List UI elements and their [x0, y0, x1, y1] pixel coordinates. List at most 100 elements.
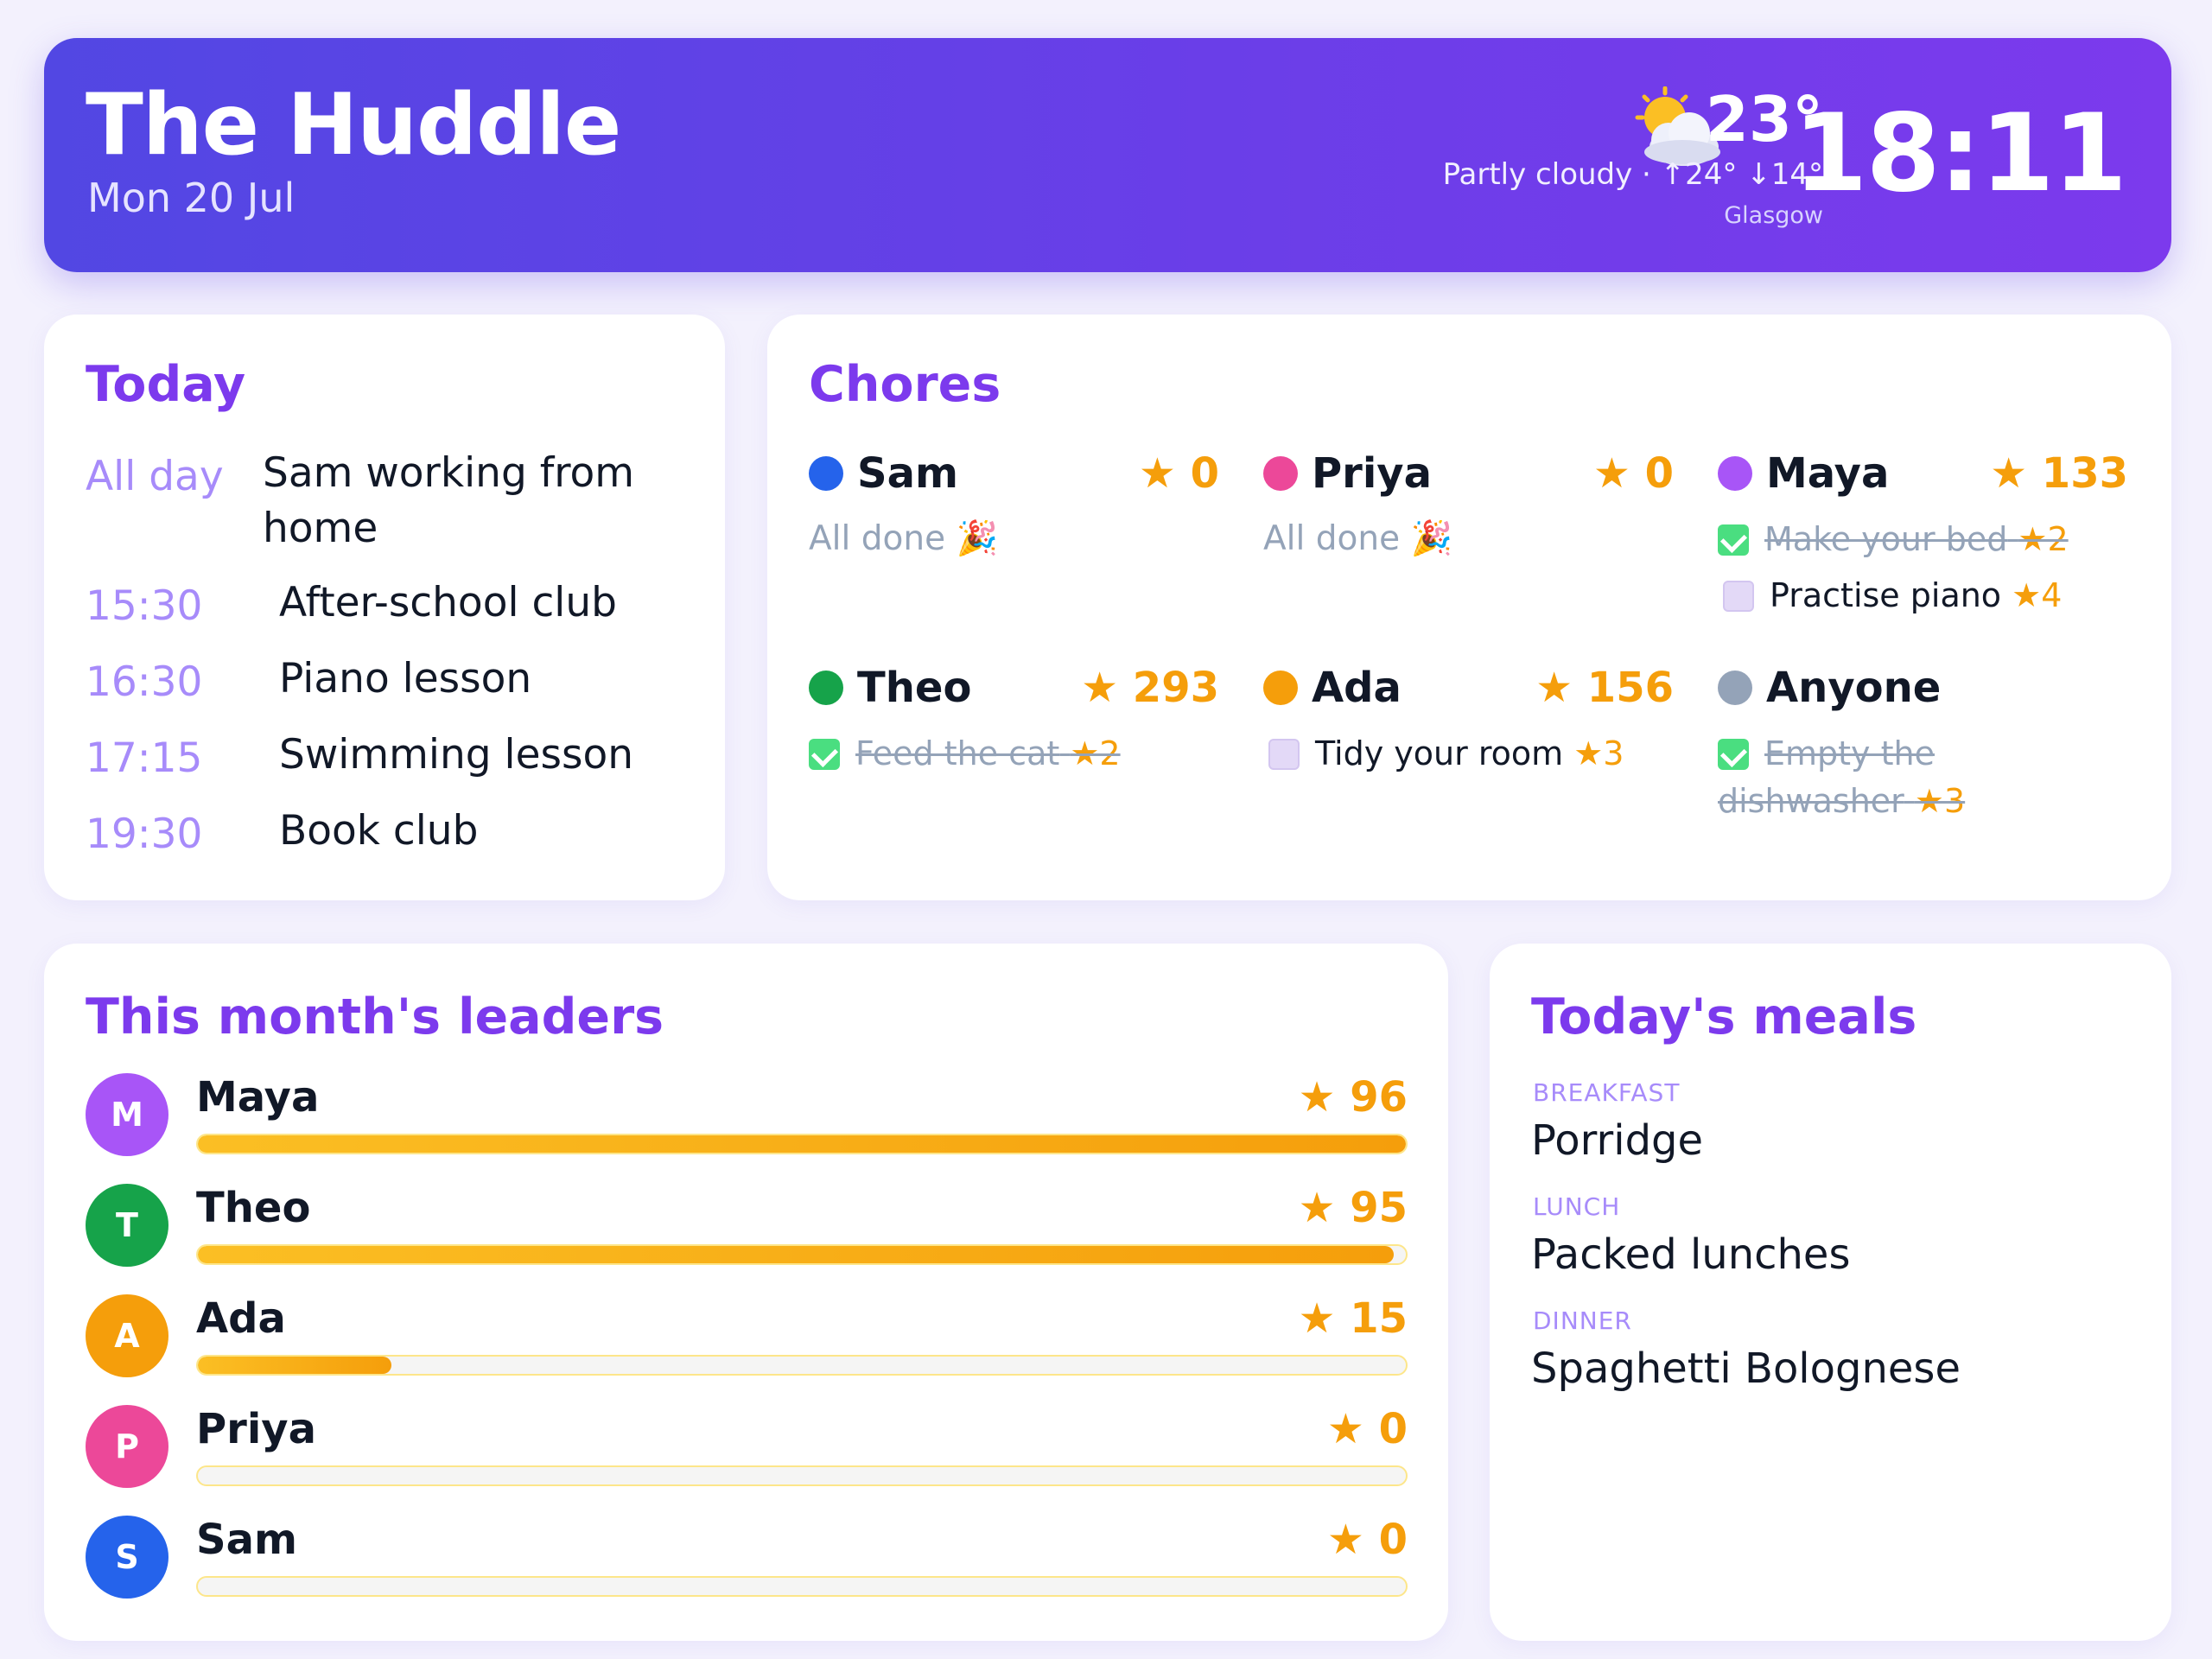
checked-box-icon[interactable] — [1718, 739, 1749, 770]
leader-name: Priya — [196, 1405, 316, 1453]
person-stars: ★ 156 — [1535, 664, 1674, 712]
checkbox-icon[interactable] — [1723, 581, 1754, 612]
leaders-title: This month's leaders — [86, 988, 664, 1046]
chore-task[interactable]: Make your bed ★2 — [1718, 516, 2069, 563]
chore-person-priya: Priya ★ 0 — [1263, 449, 1674, 501]
avatar: A — [86, 1294, 168, 1377]
leader-name: Theo — [196, 1184, 311, 1232]
checked-box-icon[interactable] — [1718, 524, 1749, 556]
event-time: 17:15 — [86, 734, 203, 782]
person-color-dot — [809, 671, 843, 705]
leader-name: Ada — [196, 1294, 286, 1343]
chore-person-maya: Maya ★ 133 — [1718, 449, 2128, 501]
person-name: Theo — [857, 664, 972, 712]
avatar: S — [86, 1516, 168, 1599]
person-name: Anyone — [1766, 664, 1942, 712]
task-label: Tidy your room — [1315, 734, 1564, 772]
event-time: 15:30 — [86, 582, 203, 630]
progress-track — [196, 1244, 1408, 1265]
leader-name: Maya — [196, 1073, 320, 1122]
chore-task[interactable]: Practise piano ★4 — [1723, 572, 2062, 620]
leaders-card: This month's leaders M Maya ★ 96 T Theo … — [44, 944, 1448, 1641]
person-stars: ★ 0 — [1138, 449, 1219, 498]
progress-track — [196, 1134, 1408, 1154]
clock: 18:11 — [1793, 92, 2127, 216]
meals-title: Today's meals — [1531, 988, 1917, 1046]
partly-cloudy-icon — [1635, 86, 1720, 166]
meals-card: Today's meals BREAKFAST Porridge LUNCH P… — [1490, 944, 2171, 1641]
avatar: P — [86, 1405, 168, 1488]
leader-name: Sam — [196, 1516, 297, 1564]
person-name: Maya — [1766, 449, 1890, 498]
leader-row: P Priya ★ 0 — [86, 1405, 1408, 1500]
weather-temperature: 23° — [1705, 83, 1823, 156]
event-time: All day — [86, 453, 224, 500]
person-name: Ada — [1312, 664, 1402, 712]
all-done-note: All done 🎉 — [809, 519, 999, 558]
checkbox-icon[interactable] — [1268, 739, 1300, 770]
person-color-dot — [1718, 671, 1752, 705]
all-done-note: All done 🎉 — [1263, 519, 1453, 558]
chore-person-theo: Theo ★ 293 — [809, 664, 1219, 715]
weather-description: Partly cloudy · ↑24° ↓14° — [1442, 157, 1823, 192]
lunch-label: LUNCH — [1533, 1192, 1621, 1221]
event-title[interactable]: Swimming lesson — [279, 731, 634, 779]
app-title: The Huddle — [86, 76, 621, 175]
leader-row: T Theo ★ 95 — [86, 1184, 1408, 1279]
leader-row: M Maya ★ 96 — [86, 1073, 1408, 1168]
weather-city: Glasgow — [1724, 202, 1823, 229]
event-title[interactable]: Piano lesson — [279, 655, 532, 702]
chore-task[interactable]: Feed the cat ★2 — [809, 730, 1121, 778]
leader-stars: ★ 95 — [1298, 1184, 1408, 1232]
avatar: T — [86, 1184, 168, 1267]
task-label: Practise piano — [1770, 576, 2002, 614]
today-title: Today — [86, 356, 246, 413]
leader-row: S Sam ★ 0 — [86, 1516, 1408, 1611]
task-stars: ★2 — [2018, 520, 2069, 558]
chore-person-anyone: Anyone — [1718, 664, 2128, 715]
progress-track — [196, 1576, 1408, 1597]
person-stars: ★ 293 — [1081, 664, 1219, 712]
event-title[interactable]: Sam working from home — [263, 449, 635, 552]
event-title[interactable]: After-school club — [279, 579, 617, 626]
task-stars: ★2 — [1070, 734, 1121, 772]
task-stars: ★3 — [1573, 734, 1624, 772]
chore-task[interactable]: Empty the dishwasher ★3 — [1718, 730, 1977, 825]
leader-stars: ★ 15 — [1298, 1294, 1408, 1343]
event-time: 19:30 — [86, 810, 203, 858]
breakfast-label: BREAKFAST — [1533, 1078, 1681, 1107]
task-label: Feed the cat — [855, 734, 1060, 772]
today-card: Today All day Sam working from home 15:3… — [44, 315, 725, 900]
leader-stars: ★ 0 — [1326, 1405, 1408, 1453]
leader-stars: ★ 0 — [1326, 1516, 1408, 1564]
task-label: Make your bed — [1764, 520, 2008, 558]
progress-fill — [198, 1246, 1395, 1263]
header-bar: The Huddle Mon 20 Jul 23° Partly cloudy … — [44, 38, 2171, 272]
task-stars: ★3 — [1914, 782, 1966, 820]
avatar: M — [86, 1073, 168, 1156]
task-label: Empty the dishwasher — [1718, 734, 1935, 820]
task-stars: ★4 — [2012, 576, 2063, 614]
progress-track — [196, 1355, 1408, 1376]
breakfast-value: Porridge — [1531, 1116, 1704, 1165]
person-color-dot — [1718, 456, 1752, 491]
event-time: 16:30 — [86, 658, 203, 706]
person-color-dot — [809, 456, 843, 491]
chore-task[interactable]: Tidy your room ★3 — [1268, 730, 1624, 778]
leader-row: A Ada ★ 15 — [86, 1294, 1408, 1389]
person-stars: ★ 0 — [1592, 449, 1674, 498]
progress-track — [196, 1465, 1408, 1486]
event-title[interactable]: Book club — [279, 807, 479, 855]
checked-box-icon[interactable] — [809, 739, 840, 770]
dinner-label: DINNER — [1533, 1306, 1632, 1335]
progress-fill — [198, 1357, 391, 1374]
dinner-value: Spaghetti Bolognese — [1531, 1344, 1961, 1393]
chore-person-sam: Sam ★ 0 — [809, 449, 1219, 501]
leader-stars: ★ 96 — [1298, 1073, 1408, 1122]
person-color-dot — [1263, 456, 1298, 491]
chores-title: Chores — [809, 356, 1001, 413]
current-date: Mon 20 Jul — [87, 175, 296, 221]
person-name: Sam — [857, 449, 958, 498]
lunch-value: Packed lunches — [1531, 1230, 1851, 1279]
chores-card: Chores Sam ★ 0 All done 🎉 Priya ★ 0 All … — [767, 315, 2171, 900]
